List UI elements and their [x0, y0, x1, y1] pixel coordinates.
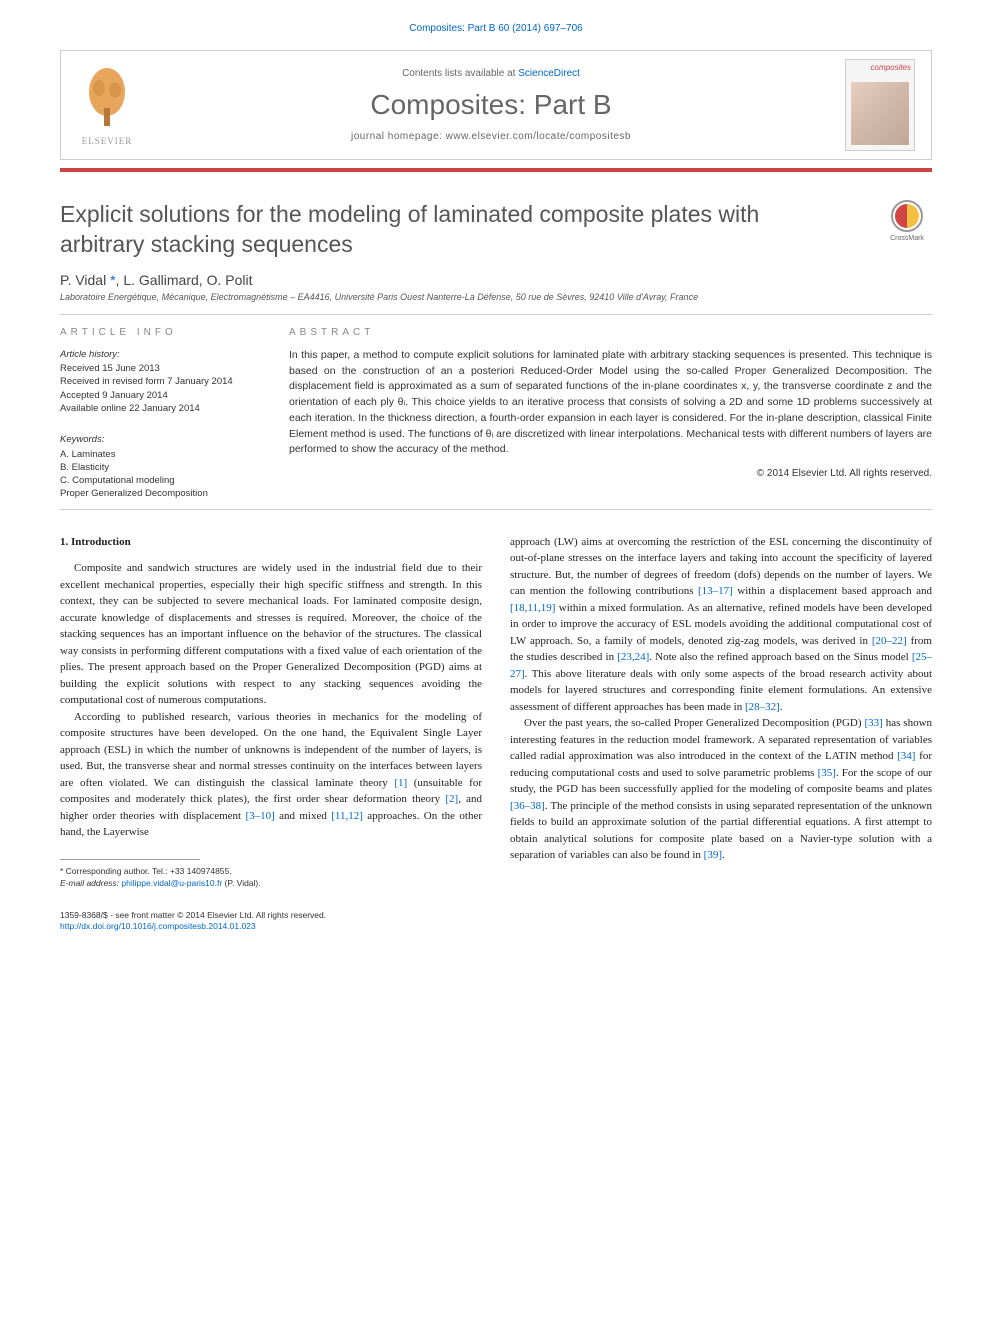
- citation-text: Composites: Part B 60 (2014) 697–706: [409, 23, 582, 34]
- homepage-url: www.elsevier.com/locate/compositesb: [446, 131, 631, 142]
- keyword-item: B. Elasticity: [60, 461, 265, 474]
- article-header: Explicit solutions for the modeling of l…: [60, 200, 932, 260]
- masthead-center: Contents lists available at ScienceDirec…: [137, 68, 845, 142]
- elsevier-tree-icon: [77, 64, 137, 134]
- article-info-label: ARTICLE INFO: [60, 327, 265, 338]
- column-left: 1. Introduction Composite and sandwich s…: [60, 534, 482, 896]
- abstract-text: In this paper, a method to compute expli…: [289, 348, 932, 458]
- contents-prefix: Contents lists available at: [402, 68, 518, 79]
- abstract-copyright: © 2014 Elsevier Ltd. All rights reserved…: [289, 468, 932, 479]
- article-info-column: ARTICLE INFO Article history: Received 1…: [60, 327, 265, 501]
- keywords-block: Keywords: A. Laminates B. Elasticity C. …: [60, 433, 265, 500]
- article-history-block: Article history: Received 15 June 2013 R…: [60, 348, 265, 415]
- elsevier-logo-block: ELSEVIER: [77, 64, 137, 146]
- intro-heading: 1. Introduction: [60, 534, 482, 551]
- body-paragraph: approach (LW) aims at overcoming the res…: [510, 534, 932, 716]
- header-citation-bar: Composites: Part B 60 (2014) 697–706: [0, 0, 992, 42]
- footer-meta: 1359-8368/$ - see front matter © 2014 El…: [60, 910, 932, 934]
- revised-date: Received in revised form 7 January 2014: [60, 375, 265, 388]
- issn-line: 1359-8368/$ - see front matter © 2014 El…: [60, 910, 932, 922]
- keyword-item: Proper Generalized Decomposition: [60, 487, 265, 500]
- accepted-date: Accepted 9 January 2014: [60, 389, 265, 402]
- footnote-separator: [60, 859, 200, 860]
- sciencedirect-link[interactable]: ScienceDirect: [518, 68, 580, 79]
- homepage-prefix: journal homepage:: [351, 131, 446, 142]
- contents-available-text: Contents lists available at ScienceDirec…: [137, 68, 845, 79]
- elsevier-label: ELSEVIER: [77, 136, 137, 146]
- abstract-label: ABSTRACT: [289, 327, 932, 338]
- received-date: Received 15 June 2013: [60, 362, 265, 375]
- journal-masthead-box: ELSEVIER Contents lists available at Sci…: [60, 50, 932, 160]
- email-suffix: (P. Vidal).: [222, 878, 260, 888]
- body-paragraph: According to published research, various…: [60, 709, 482, 841]
- journal-cover-thumbnail: composites: [845, 59, 915, 151]
- divider-bottom: [60, 509, 932, 510]
- keyword-item: C. Computational modeling: [60, 474, 265, 487]
- affiliation: Laboratoire Energétique, Mécanique, Elec…: [60, 292, 932, 302]
- corresponding-author-footnote: * Corresponding author. Tel.: +33 140974…: [60, 866, 482, 890]
- masthead-inner: ELSEVIER Contents lists available at Sci…: [61, 51, 931, 159]
- crossmark-badge[interactable]: CrossMark: [882, 200, 932, 250]
- doi-link[interactable]: http://dx.doi.org/10.1016/j.compositesb.…: [60, 921, 256, 931]
- crossmark-label: CrossMark: [882, 235, 932, 242]
- article-title: Explicit solutions for the modeling of l…: [60, 200, 840, 260]
- crossmark-icon: [891, 200, 923, 232]
- abstract-column: ABSTRACT In this paper, a method to comp…: [289, 327, 932, 501]
- email-line: E-mail address: philippe.vidal@u-paris10…: [60, 878, 482, 890]
- keywords-heading: Keywords:: [60, 433, 265, 446]
- journal-name: Composites: Part B: [137, 89, 845, 121]
- corr-author-line: * Corresponding author. Tel.: +33 140974…: [60, 866, 482, 878]
- divider-top: [60, 314, 932, 315]
- journal-homepage: journal homepage: www.elsevier.com/locat…: [137, 131, 845, 142]
- accent-bar: [60, 168, 932, 172]
- body-two-column: 1. Introduction Composite and sandwich s…: [60, 534, 932, 896]
- info-abstract-row: ARTICLE INFO Article history: Received 1…: [60, 327, 932, 501]
- online-date: Available online 22 January 2014: [60, 402, 265, 415]
- body-paragraph: Composite and sandwich structures are wi…: [60, 560, 482, 709]
- cover-art: [851, 82, 909, 145]
- cover-title: composites: [846, 60, 914, 75]
- email-prefix: E-mail address:: [60, 878, 121, 888]
- authors-line: P. Vidal *, L. Gallimard, O. Polit: [60, 272, 932, 288]
- author-email-link[interactable]: philippe.vidal@u-paris10.fr: [121, 878, 222, 888]
- column-right: approach (LW) aims at overcoming the res…: [510, 534, 932, 896]
- body-paragraph: Over the past years, the so-called Prope…: [510, 715, 932, 864]
- keyword-item: A. Laminates: [60, 448, 265, 461]
- history-heading: Article history:: [60, 348, 265, 361]
